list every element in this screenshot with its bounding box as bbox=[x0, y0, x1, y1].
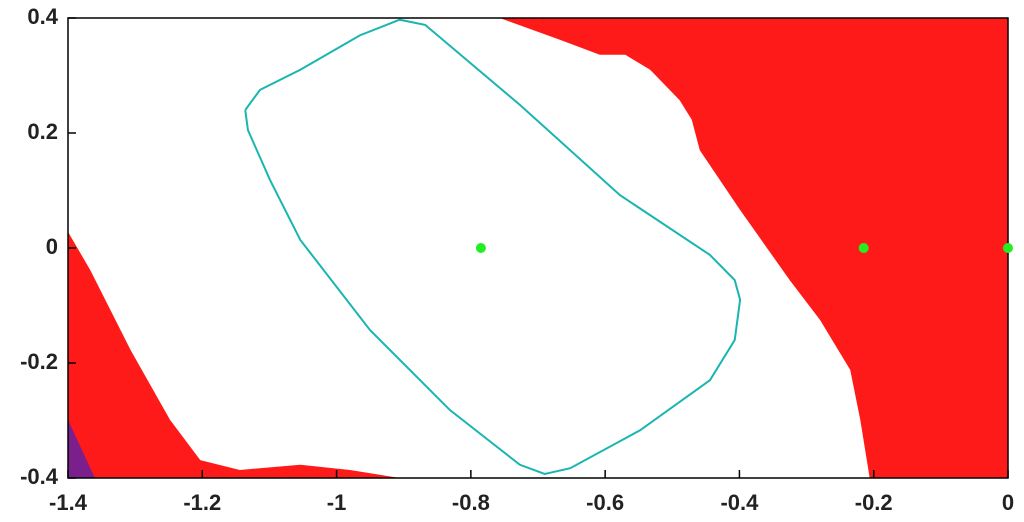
x-tick-label: -0.4 bbox=[720, 490, 759, 515]
point bbox=[858, 243, 869, 253]
x-tick-label: -0.6 bbox=[586, 490, 624, 515]
point bbox=[1003, 243, 1013, 253]
y-tick-label: 0.2 bbox=[27, 119, 58, 144]
region bbox=[68, 231, 400, 478]
y-tick-label: -0.2 bbox=[20, 349, 58, 374]
region bbox=[499, 18, 1008, 478]
x-tick-label: -1.2 bbox=[183, 490, 221, 515]
contour-line bbox=[244, 18, 742, 476]
point bbox=[475, 243, 486, 253]
y-tick-label: -0.4 bbox=[20, 464, 59, 489]
plot-area bbox=[68, 18, 1008, 478]
y-tick-label: 0.4 bbox=[27, 4, 58, 29]
y-tick-label: 0 bbox=[46, 234, 58, 259]
x-tick-label: 0 bbox=[1002, 490, 1014, 515]
x-tick-label: -1.4 bbox=[49, 490, 88, 515]
x-tick-label: -1 bbox=[327, 490, 347, 515]
x-tick-label: -0.2 bbox=[855, 490, 893, 515]
region bbox=[68, 419, 95, 478]
x-tick-label: -0.8 bbox=[452, 490, 490, 515]
